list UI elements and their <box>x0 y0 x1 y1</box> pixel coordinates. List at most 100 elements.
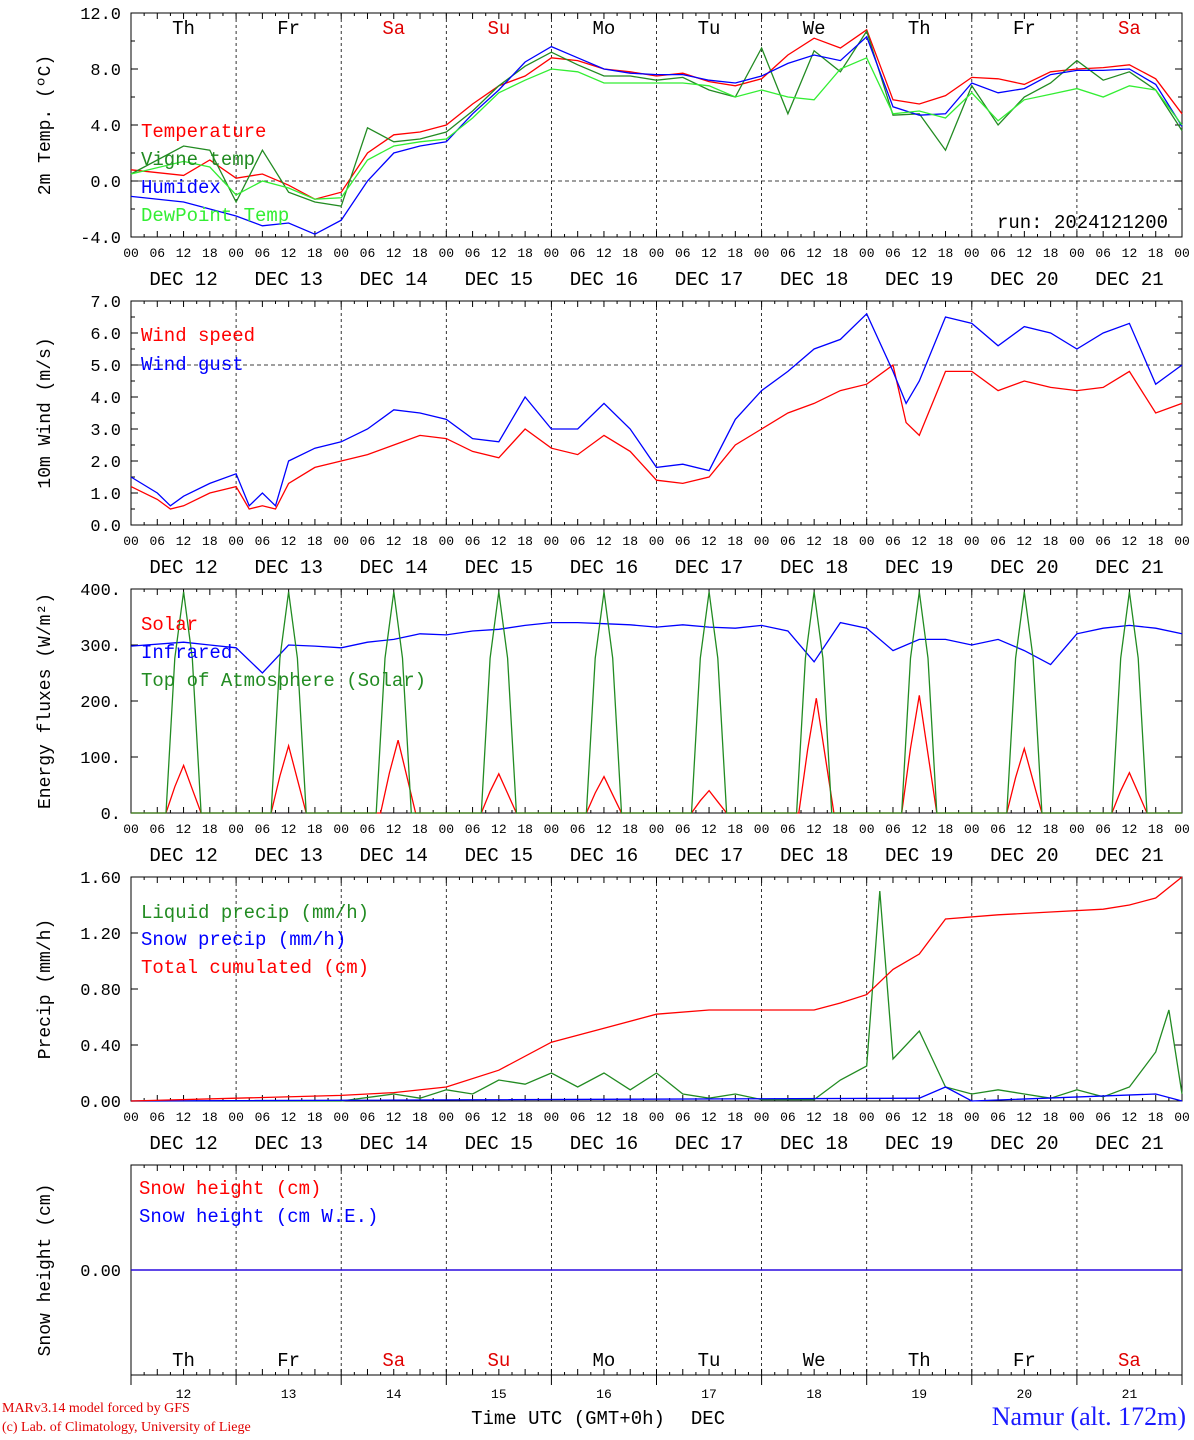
hour-tick-label: 06 <box>255 534 271 549</box>
hour-tick-label: 06 <box>1095 1110 1111 1125</box>
hour-tick-label: 00 <box>964 246 980 261</box>
hour-tick-label: 06 <box>360 534 376 549</box>
hour-tick-label: 06 <box>360 246 376 261</box>
date-label: DEC 17 <box>675 1133 743 1155</box>
date-label: DEC 19 <box>885 1133 953 1155</box>
legend-entry: Top of Atmosphere (Solar) <box>141 670 426 692</box>
hour-tick-label: 00 <box>333 822 349 837</box>
hour-tick-label: 00 <box>964 822 980 837</box>
hour-tick-label: 00 <box>1069 822 1085 837</box>
hour-tick-label: 18 <box>938 1110 954 1125</box>
hour-tick-label: 18 <box>202 246 218 261</box>
day-number: 12 <box>176 1387 192 1402</box>
series-line-humidex <box>130 35 1183 235</box>
date-label: DEC 17 <box>675 845 743 867</box>
hour-tick-label: 06 <box>675 1110 691 1125</box>
hour-tick-label: 06 <box>570 246 586 261</box>
y-axis-label: Snow height (cm) <box>36 1184 56 1357</box>
y-axis-label: Energy fluxes (W/m²) <box>36 593 56 809</box>
hour-tick-label: 18 <box>1043 534 1059 549</box>
day-name-top: Th <box>172 18 195 40</box>
hour-tick-label: 00 <box>228 822 244 837</box>
day-name-bottom: Tu <box>698 1350 721 1372</box>
hour-tick-label: 00 <box>649 534 665 549</box>
hour-tick-label: 06 <box>465 246 481 261</box>
hour-tick-label: 18 <box>938 246 954 261</box>
y-axis-label: Precip (mm/h) <box>36 919 56 1059</box>
lab-credit: (c) Lab. of Climatology, University of L… <box>2 1420 251 1435</box>
y-tick-label: 2.0 <box>90 454 121 473</box>
hour-tick-label: 12 <box>491 1110 507 1125</box>
date-label: DEC 20 <box>990 557 1058 579</box>
hour-tick-label: 12 <box>701 1110 717 1125</box>
day-number: 14 <box>386 1387 402 1402</box>
y-tick-label: 200. <box>80 694 121 713</box>
hour-tick-label: 06 <box>149 822 165 837</box>
hour-tick-label: 12 <box>911 1110 927 1125</box>
date-label: DEC 16 <box>570 845 638 867</box>
hour-tick-label: 18 <box>412 534 428 549</box>
hour-tick-label: 06 <box>149 246 165 261</box>
hour-tick-label: 12 <box>1017 534 1033 549</box>
date-label: DEC 13 <box>254 1133 322 1155</box>
hour-tick-label: 00 <box>754 534 770 549</box>
hour-tick-label: 12 <box>281 246 297 261</box>
hour-tick-label: 00 <box>649 822 665 837</box>
hour-tick-label: 18 <box>412 822 428 837</box>
y-tick-label: 4.0 <box>90 118 121 137</box>
hour-tick-label: 06 <box>1095 246 1111 261</box>
legend-entry: DewPoint Temp <box>141 205 289 227</box>
hour-tick-label: 18 <box>202 534 218 549</box>
date-label: DEC 15 <box>465 845 533 867</box>
hour-tick-label: 06 <box>990 246 1006 261</box>
y-tick-label: 4.0 <box>90 390 121 409</box>
hour-tick-label: 12 <box>911 534 927 549</box>
y-tick-label: 12.0 <box>80 6 121 25</box>
hour-tick-label: 18 <box>833 1110 849 1125</box>
date-label: DEC 20 <box>990 1133 1058 1155</box>
hour-tick-label: 00 <box>859 822 875 837</box>
hour-tick-label: 12 <box>491 246 507 261</box>
hour-tick-label: 00 <box>754 246 770 261</box>
model-credit: MARv3.14 model forced by GFS <box>2 1401 190 1416</box>
hour-tick-label: 18 <box>1148 1110 1164 1125</box>
hour-tick-label: 18 <box>517 822 533 837</box>
date-label: DEC 12 <box>149 269 217 291</box>
y-tick-label: 0.0 <box>90 174 121 193</box>
date-label: DEC 19 <box>885 845 953 867</box>
hour-tick-label: 18 <box>833 534 849 549</box>
legend-entry: Solar <box>141 614 198 636</box>
y-tick-label: 0.80 <box>80 982 121 1001</box>
y-tick-label: 0. <box>101 806 121 825</box>
hour-tick-label: 18 <box>1148 246 1164 261</box>
hour-tick-label: 12 <box>386 822 402 837</box>
hour-tick-label: 18 <box>938 822 954 837</box>
day-name-bottom: Sa <box>1118 1350 1141 1372</box>
hour-tick-label: 12 <box>1122 822 1138 837</box>
hour-tick-label: 00 <box>964 1110 980 1125</box>
hour-tick-label: 12 <box>386 1110 402 1125</box>
date-label: DEC 20 <box>990 269 1058 291</box>
date-label: DEC 16 <box>570 1133 638 1155</box>
date-label: DEC 16 <box>570 269 638 291</box>
panel-frame <box>130 588 1183 814</box>
hour-tick-label: 18 <box>622 534 638 549</box>
date-label: DEC 13 <box>254 557 322 579</box>
hour-tick-label: 00 <box>964 534 980 549</box>
hour-tick-label: 06 <box>885 822 901 837</box>
date-label: DEC 16 <box>570 557 638 579</box>
hour-tick-label: 06 <box>675 534 691 549</box>
hour-tick-label: 18 <box>622 246 638 261</box>
hour-tick-label: 12 <box>701 246 717 261</box>
series-line-snow-precip-mm-h <box>130 1086 1183 1102</box>
hour-tick-label: 12 <box>596 822 612 837</box>
date-label: DEC 20 <box>990 845 1058 867</box>
legend-entry: Snow precip (mm/h) <box>141 929 346 951</box>
day-name-bottom: We <box>803 1350 826 1372</box>
legend-entry: Snow height (cm W.E.) <box>139 1206 378 1228</box>
legend-entry: Total cumulated (cm) <box>141 957 369 979</box>
hour-tick-label: 06 <box>570 822 586 837</box>
hour-tick-label: 06 <box>885 246 901 261</box>
day-name-top: Tu <box>698 18 721 40</box>
hour-tick-label: 12 <box>281 1110 297 1125</box>
